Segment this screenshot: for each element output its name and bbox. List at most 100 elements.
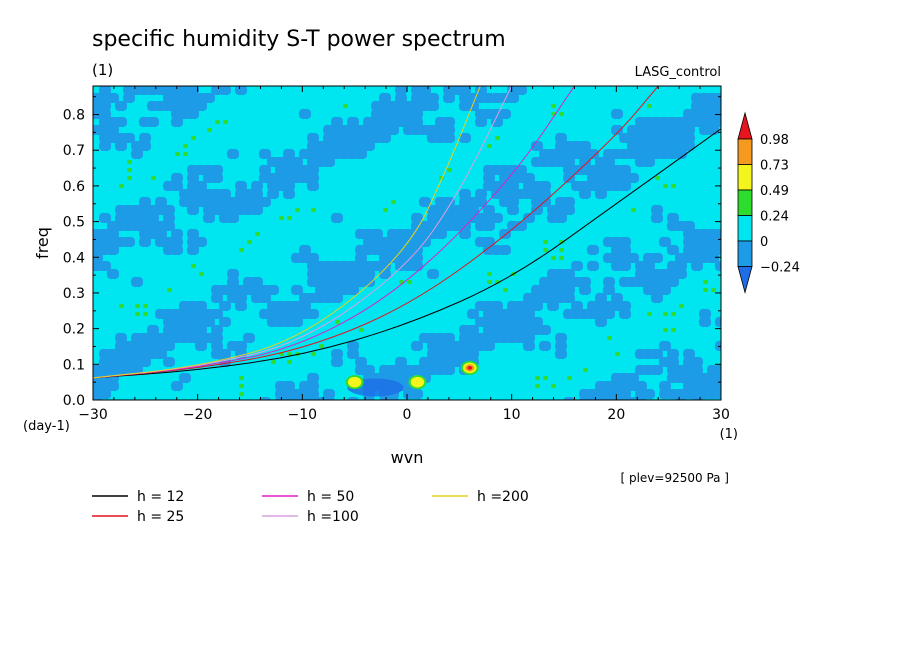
field-cell xyxy=(283,189,295,199)
field-cell xyxy=(307,173,319,183)
field-cell xyxy=(483,341,495,351)
field-cell xyxy=(443,125,455,135)
field-cell xyxy=(675,269,687,279)
field-cell xyxy=(651,349,663,359)
field-cell xyxy=(379,133,391,143)
field-cell xyxy=(371,229,383,239)
field-cell xyxy=(543,240,548,244)
field-cell xyxy=(475,197,487,207)
field-cell xyxy=(267,285,279,295)
field-cell xyxy=(443,197,455,207)
field-cell xyxy=(259,397,271,400)
field-cell xyxy=(335,320,340,324)
field-cell xyxy=(195,237,207,247)
field-cell xyxy=(551,256,556,260)
field-cell xyxy=(211,173,223,183)
field-cell xyxy=(323,157,335,167)
field-cell xyxy=(107,125,119,135)
legend-label: h = 50 xyxy=(307,489,354,505)
field-cell xyxy=(195,301,207,311)
field-cell xyxy=(583,368,588,372)
field-cell xyxy=(391,200,396,204)
field-cell xyxy=(611,293,623,303)
field-cell xyxy=(579,141,591,151)
field-cell xyxy=(715,109,721,119)
field-cell xyxy=(627,173,639,183)
field-cell xyxy=(555,341,567,351)
y-axis-label: freq xyxy=(33,227,52,259)
y-tick-label: 0.1 xyxy=(63,357,85,373)
field-cell xyxy=(183,152,188,156)
field-cell xyxy=(287,360,292,364)
field-cell xyxy=(167,288,172,292)
field-cell xyxy=(387,397,399,400)
field-cell xyxy=(379,269,391,279)
colorbar-label: 0.49 xyxy=(760,184,789,199)
field-cell xyxy=(499,109,511,119)
colorbar-segment xyxy=(737,138,753,165)
field-cell xyxy=(331,357,343,367)
field-cell xyxy=(227,277,239,287)
field-cell xyxy=(187,229,199,239)
field-cell xyxy=(411,389,423,399)
field-cell xyxy=(535,376,540,380)
field-cell xyxy=(259,197,271,207)
field-cell xyxy=(183,144,188,148)
y-tick-label: 0.4 xyxy=(63,250,85,266)
field-cell xyxy=(619,245,631,255)
field-cell xyxy=(611,125,623,135)
field-cell xyxy=(667,277,679,287)
field-cell xyxy=(559,256,564,260)
field-cell xyxy=(259,165,271,175)
x-tick-label: −10 xyxy=(288,407,318,423)
field-cell xyxy=(99,389,111,399)
field-cell xyxy=(523,309,535,319)
field-cell xyxy=(139,237,151,247)
field-cell xyxy=(179,373,191,383)
y-tick-label: 0.8 xyxy=(63,108,85,124)
field-cell xyxy=(659,237,671,247)
field-cell xyxy=(363,365,375,375)
field-cell xyxy=(99,109,111,119)
field-cell xyxy=(603,309,615,319)
field-cell xyxy=(679,304,684,308)
colorbar-segment xyxy=(737,164,753,191)
x-tick-label: 0 xyxy=(403,407,412,423)
field-cell xyxy=(127,160,132,164)
field-cell xyxy=(563,269,575,279)
series-line xyxy=(93,86,481,379)
field-cell xyxy=(455,400,460,404)
field-cell xyxy=(659,341,671,351)
field-cell xyxy=(219,86,231,95)
field-cell xyxy=(635,397,647,400)
field-cell xyxy=(99,261,111,271)
field-cell xyxy=(227,213,239,223)
field-cell xyxy=(219,349,231,359)
field-cell xyxy=(107,381,119,391)
field-cell xyxy=(195,181,207,191)
x-axis-label: wvn xyxy=(391,448,424,467)
field-cell xyxy=(715,229,721,239)
field-cell xyxy=(507,205,519,215)
x-tick-label: 30 xyxy=(712,407,730,423)
field-cell xyxy=(363,141,375,151)
field-cell xyxy=(115,141,127,151)
field-cell xyxy=(247,240,252,244)
field-cell xyxy=(579,189,591,199)
field-cell xyxy=(211,165,223,175)
field-cell xyxy=(467,325,479,335)
field-cell xyxy=(307,381,319,391)
field-cell xyxy=(651,293,663,303)
field-cell xyxy=(307,373,319,383)
field-cell xyxy=(659,285,671,295)
field-cell xyxy=(347,117,359,127)
field-cell xyxy=(699,317,711,327)
field-cell xyxy=(211,309,223,319)
field-cell xyxy=(223,120,228,124)
field-cell xyxy=(671,184,676,188)
field-cell xyxy=(171,237,183,247)
field-cell xyxy=(283,381,295,391)
field-cell xyxy=(467,309,479,319)
hotspot xyxy=(410,376,425,388)
field-cell xyxy=(187,173,199,183)
